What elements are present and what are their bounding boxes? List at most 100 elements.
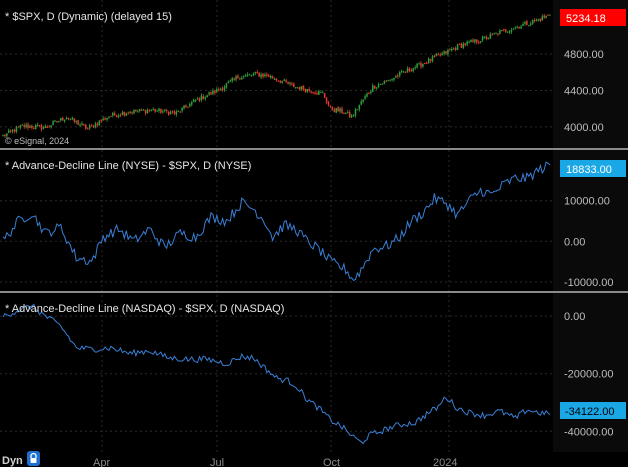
- spx-candle-up: [146, 110, 149, 114]
- spx-candle-up: [142, 109, 145, 111]
- spx-candle-up: [470, 39, 472, 43]
- spx-candle-down: [316, 93, 318, 95]
- spx-candle-down: [131, 111, 133, 113]
- spx-candle-up: [133, 109, 135, 114]
- spx-candle-up: [395, 75, 397, 78]
- spx-candle-up: [320, 91, 322, 93]
- spx-candle-down: [140, 109, 143, 111]
- spx-candle-down: [187, 107, 189, 109]
- dyn-mode-indicator[interactable]: Dyn: [2, 451, 40, 467]
- spx-candle-up: [177, 110, 180, 112]
- spx-candle-up: [158, 108, 160, 112]
- spx-candle-down: [214, 90, 216, 93]
- spx-candle-up: [63, 119, 66, 122]
- spx-candle-down: [279, 80, 282, 83]
- nasdaq-last-value: -34122.00: [565, 406, 615, 418]
- spx-candle-up: [254, 72, 257, 74]
- spx-candle-up: [138, 108, 141, 111]
- x-tick-oct: Oct: [323, 457, 340, 467]
- spx-candle-up: [493, 33, 495, 35]
- spx-candle-down: [33, 128, 35, 130]
- spx-candle-up: [137, 110, 139, 112]
- nyse-y-tick-label: 0.00: [564, 236, 585, 248]
- spx-candle-down: [314, 92, 316, 94]
- spx-candle-up: [529, 23, 532, 26]
- spx-candle-up: [541, 16, 544, 21]
- spx-candle-up: [306, 89, 309, 92]
- spx-candle-up: [398, 72, 401, 76]
- spx-candle-up: [508, 31, 511, 33]
- spx-candle-down: [385, 80, 388, 82]
- spx-candle-up: [412, 68, 415, 72]
- spx-candle-up: [318, 90, 320, 95]
- spx-candle-up: [204, 97, 207, 99]
- spx-candle-down: [460, 43, 463, 48]
- spx-candle-down: [343, 112, 345, 114]
- spx-candle-down: [4, 134, 6, 137]
- spx-candle-down: [308, 89, 311, 91]
- nyse-last-value: 18833.00: [566, 164, 612, 176]
- spx-candle-up: [379, 83, 382, 85]
- nasdaq-ad-pane[interactable]: * Advance-Decline Line (NASDAQ) - $SPX, …: [0, 303, 626, 445]
- spx-candle-down: [256, 72, 259, 74]
- spx-candle-up: [468, 41, 470, 43]
- spx-candle-down: [23, 125, 25, 127]
- spx-candle-up: [296, 87, 299, 89]
- spx-candle-up: [125, 113, 128, 116]
- spx-candle-down: [73, 118, 76, 122]
- spx-candle-up: [152, 109, 155, 111]
- spx-candle-down: [61, 117, 64, 121]
- spx-candle-up: [483, 36, 486, 38]
- spx-candle-up: [42, 127, 45, 129]
- spx-candle-up: [356, 109, 359, 111]
- nasdaq-y-tick-label: -20000.00: [564, 369, 614, 381]
- spx-candle-up: [516, 26, 519, 28]
- spx-candle-up: [346, 112, 349, 114]
- spx-candle-up: [81, 123, 83, 126]
- spx-candle-up: [510, 29, 513, 32]
- spx-candle-down: [533, 20, 536, 22]
- spx-candle-up: [358, 105, 361, 110]
- spx-candle-up: [352, 115, 355, 117]
- spx-candle-down: [17, 126, 20, 128]
- spx-candle-down: [100, 120, 102, 122]
- spx-candle-up: [65, 117, 68, 120]
- spx-candle-up: [321, 92, 324, 94]
- spx-candle-up: [25, 124, 27, 127]
- spx-candle-up: [345, 113, 347, 115]
- spx-candle-down: [237, 75, 239, 78]
- dyn-label: Dyn: [2, 455, 23, 467]
- spx-candle-down: [113, 113, 116, 116]
- spx-candle-up: [466, 41, 468, 45]
- spx-candle-up: [181, 107, 183, 112]
- time-axis[interactable]: Apr Jul Oct 2024: [0, 452, 628, 467]
- spx-candle-down: [173, 111, 176, 114]
- spx-candle-up: [71, 117, 74, 120]
- spx-candle-down: [323, 93, 326, 98]
- spx-candle-up: [462, 43, 465, 48]
- spx-candle-up: [19, 125, 22, 128]
- nasdaq-last-value-badge: [560, 402, 626, 419]
- spx-candle-up: [206, 95, 208, 98]
- spx-candle-down: [31, 125, 33, 129]
- spx-candle-up: [44, 126, 47, 128]
- spx-candle-down: [115, 115, 118, 117]
- spx-candle-up: [545, 15, 547, 18]
- spx-candle-up: [250, 75, 253, 77]
- lock-icon[interactable]: [27, 451, 40, 466]
- spx-candle-down: [38, 124, 41, 126]
- spx-candle-up: [389, 80, 391, 82]
- price-axis[interactable]: [553, 0, 628, 452]
- spx-price-pane[interactable]: * $SPX, D (Dynamic) (delayed 15) © eSign…: [0, 9, 626, 146]
- spx-candle-up: [377, 84, 380, 88]
- spx-candle-up: [208, 92, 210, 95]
- nyse-ad-pane[interactable]: * Advance-Decline Line (NYSE) - $SPX, D …: [0, 160, 626, 289]
- spx-candle-down: [439, 54, 441, 56]
- nyse-last-value-badge: [560, 160, 626, 177]
- spx-candle-down: [167, 112, 170, 115]
- spx-candle-up: [189, 103, 191, 107]
- spx-candle-up: [443, 51, 445, 54]
- spx-candle-down: [85, 124, 87, 129]
- spx-candle-up: [451, 48, 453, 51]
